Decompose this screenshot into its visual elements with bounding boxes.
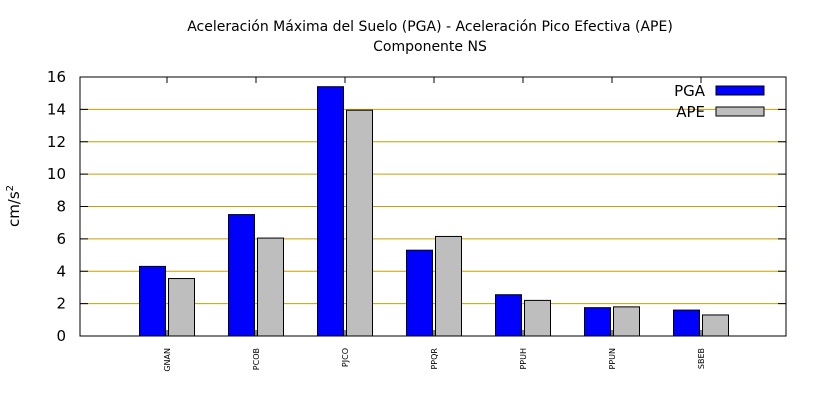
y-tick-label: 10: [47, 165, 66, 183]
bar-ape-ppun: [613, 306, 640, 337]
bar-pga-pjco: [317, 86, 344, 337]
bar-ape-ppqr: [435, 235, 462, 337]
y-tick-label: 4: [56, 262, 66, 280]
y-tick-label: 0: [56, 327, 66, 345]
grid-lines: [80, 108, 786, 305]
y-tick-labels: 0 2 4 6 8 10 12 14 16: [47, 68, 66, 345]
bar-pga-gnan: [139, 265, 166, 337]
x-tick-label: PJCO: [341, 348, 350, 367]
x-tick-label: PPUN: [608, 348, 617, 370]
x-tick-label: PPUH: [519, 348, 528, 370]
bar-ape-ppuh: [524, 299, 551, 337]
y-axis-label-unit: cm/s: [5, 191, 23, 227]
chart-title: Aceleración Máxima del Suelo (PGA) - Ace…: [187, 19, 673, 35]
bar-ape-sbeb: [702, 314, 729, 337]
x-tick-labels: GNAN PCOB PJCO PPQR PPUH PPUN SBEB: [163, 348, 706, 372]
bar-pga-ppuh: [495, 294, 522, 337]
x-tick-label: SBEB: [697, 348, 706, 369]
bar-pga-ppqr: [406, 249, 433, 337]
chart-subtitle: Componente NS: [373, 39, 487, 55]
y-tick-label: 12: [47, 133, 66, 151]
legend-swatch-ape: [715, 106, 765, 117]
y-axis-label-exponent: 2: [5, 185, 16, 191]
bar-pga-ppun: [584, 307, 611, 337]
y-tick-label: 2: [56, 295, 66, 313]
legend: PGA APE: [674, 82, 765, 121]
legend-label-ape: APE: [676, 103, 705, 121]
bar-ape-pjco: [346, 109, 373, 337]
x-tick-label: GNAN: [163, 348, 172, 372]
y-tick-label: 8: [56, 198, 66, 216]
bars: [139, 86, 729, 337]
y-tick-label: 16: [47, 68, 66, 86]
plot-border: [79, 76, 787, 337]
x-tick-label: PCOB: [252, 348, 261, 370]
legend-swatch-pga: [715, 85, 765, 96]
y-tick-label: 6: [56, 230, 66, 248]
legend-label-pga: PGA: [674, 82, 706, 100]
x-tick-label: PPQR: [430, 348, 439, 370]
bar-pga-pcob: [228, 214, 255, 337]
bar-pga-sbeb: [673, 309, 700, 337]
bar-ape-pcob: [257, 237, 284, 337]
y-tick-label: 14: [47, 100, 66, 118]
bar-ape-gnan: [168, 278, 195, 337]
axes: [79, 76, 787, 337]
y-axis-label: cm/s2: [5, 185, 23, 227]
